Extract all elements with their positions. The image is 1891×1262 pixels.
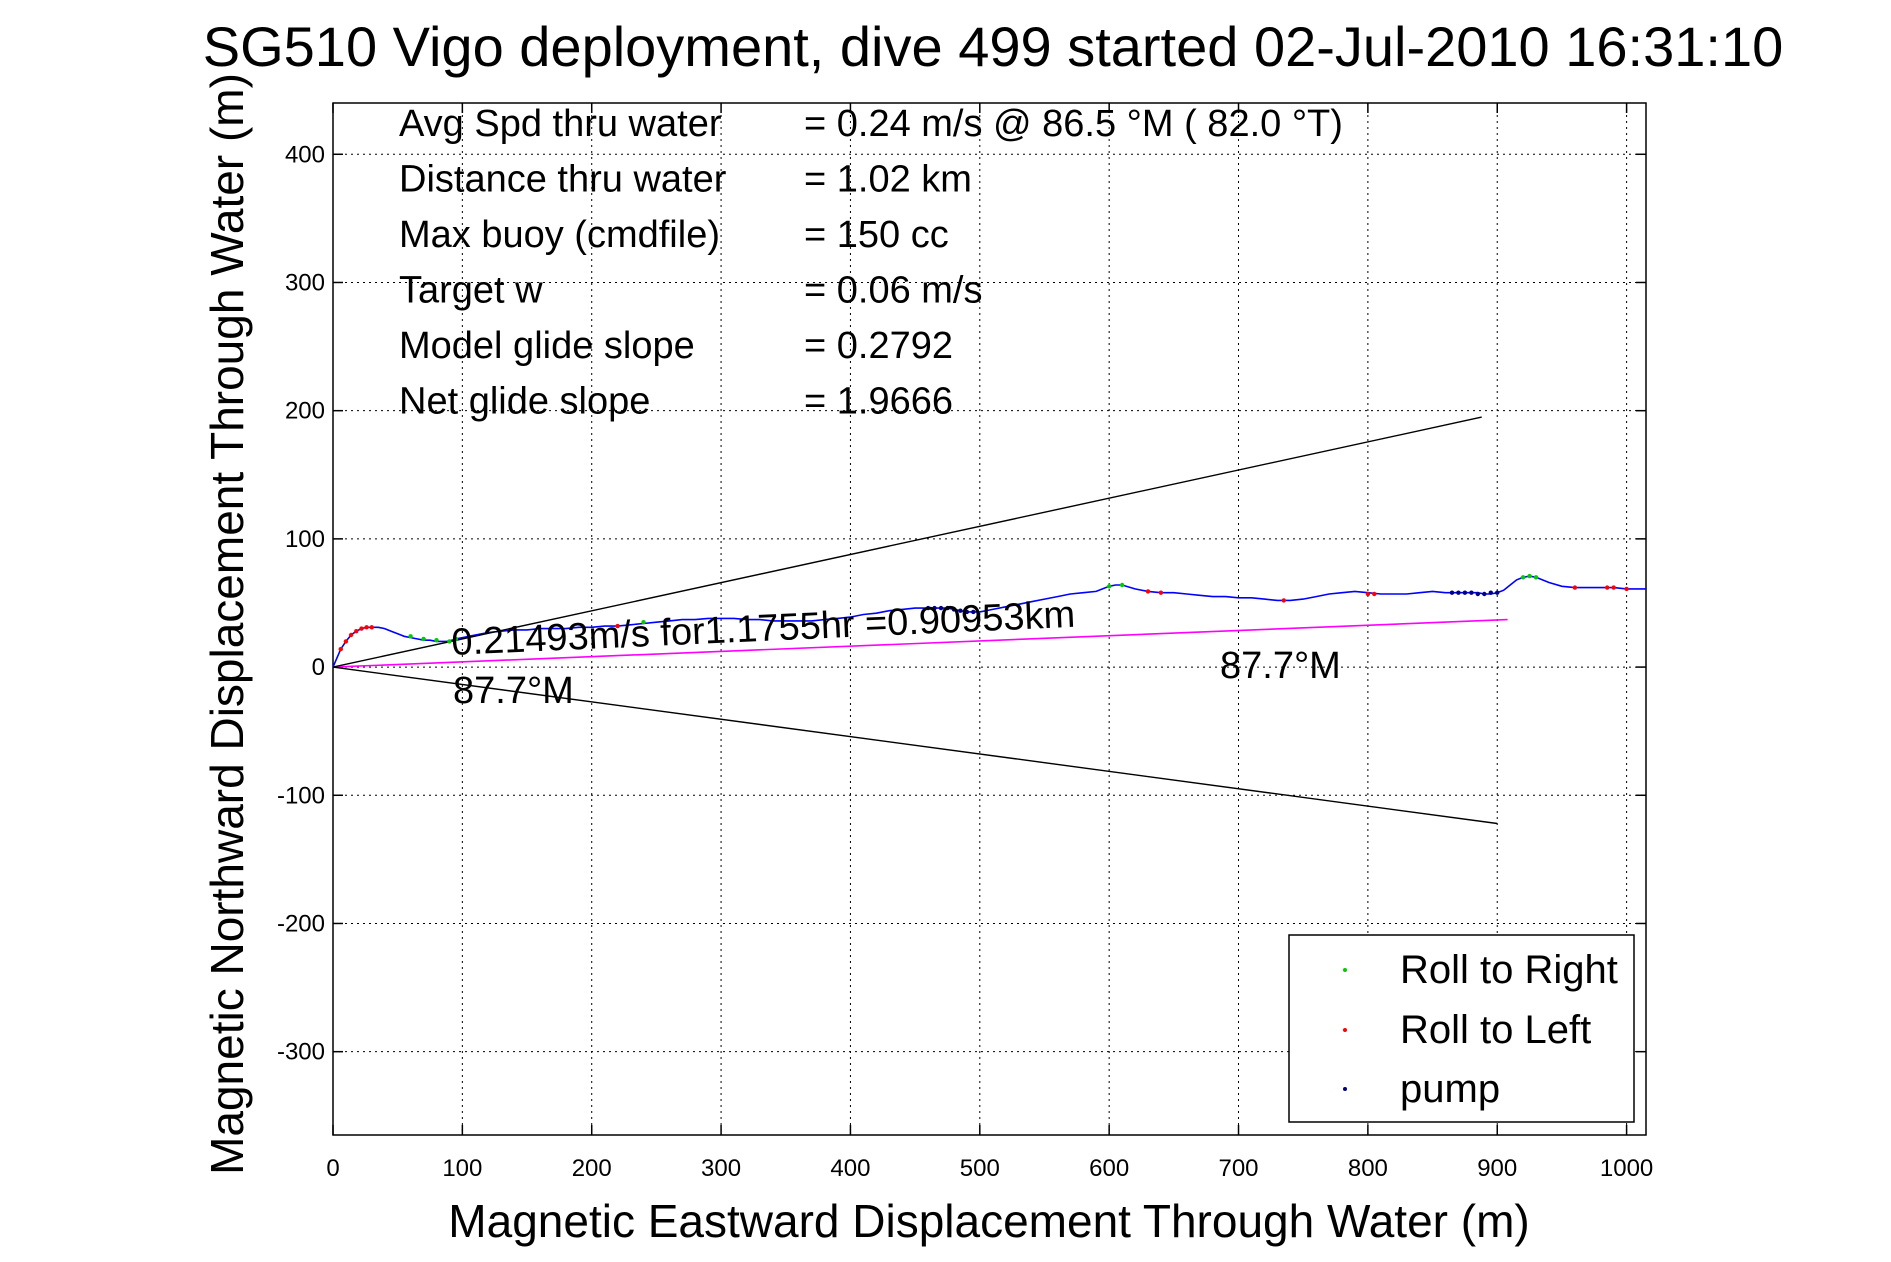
heading-annotation-far: 87.7°M [1220,645,1341,687]
marker-roll-to-left [615,623,620,629]
marker-pump [932,605,937,611]
x-tick-label: 0 [326,1155,339,1182]
dive-info: Avg Spd thru water = 0.24 m/s @ 86.5 °M (… [399,103,1343,423]
marker-pump [1495,590,1500,595]
marker-roll-to-right [1527,573,1532,579]
info-label: Distance thru water [399,159,727,201]
x-tick-labels: 0 100 200 300 400 500 600 700 800 900 1000 [326,1155,1653,1182]
info-label: Max buoy (cmdfile) [399,214,720,256]
info-label: Avg Spd thru water [399,103,722,145]
marker-roll-to-left [1372,591,1377,597]
series-line-cone-lower [332,666,1498,825]
legend-marker-roll-left [1343,1028,1347,1032]
axis-ticks [332,103,1646,1135]
series-line-net-vector [332,618,1508,668]
x-tick-label: 200 [572,1155,612,1182]
marker-roll-to-left [354,629,359,634]
marker-pump [971,609,976,615]
y-axis-label: Magnetic Northward Displacement Through … [201,73,253,1175]
info-label: Model glide slope [399,325,695,367]
info-value: = 0.24 m/s @ 86.5 °M ( 82.0 °T) [804,103,1343,145]
marker-roll-to-right [453,636,459,642]
marker-roll-to-left [369,625,374,630]
x-tick-label: 900 [1477,1155,1517,1182]
y-tick-label: -200 [277,910,325,937]
marker-pump [1449,590,1455,595]
marker-roll-to-left [359,626,364,631]
marker-roll-to-right [1520,575,1526,580]
marker-roll-to-left [1145,589,1151,594]
series-line-cone-upper [332,416,1482,668]
info-label: Target w [399,270,543,312]
y-tick-label: 100 [285,526,325,553]
info-value: = 150 cc [804,214,949,256]
y-tick-label: -300 [277,1039,325,1066]
x-tick-label: 800 [1348,1155,1388,1182]
x-tick-label: 300 [701,1155,741,1182]
info-value: = 0.2792 [804,325,953,367]
marker-pump [1456,590,1461,595]
marker-roll-to-left [1611,585,1616,590]
legend-box [1288,934,1635,1123]
info-value: = 0.06 m/s [804,270,982,312]
marker-pump [938,605,944,611]
x-axis-label: Magnetic Eastward Displacement Through W… [448,1195,1529,1247]
x-tick-label: 100 [442,1155,482,1182]
x-tick-label: 500 [960,1155,1000,1182]
info-value: = 1.02 km [804,159,972,201]
legend-label-pump: pump [1400,1067,1500,1111]
info-label: Net glide slope [399,381,650,423]
marker-pump [964,609,970,615]
legend-marker-pump [1343,1087,1347,1091]
marker-roll-to-right [1107,584,1112,589]
y-tick-label: -100 [277,782,325,809]
y-tick-labels: -300 -200 -100 0 100 200 300 400 [277,141,325,1065]
data-markers [338,573,1629,652]
marker-roll-to-left [1572,585,1578,590]
marker-roll-to-left [1365,591,1371,597]
x-tick-label: 700 [1218,1155,1258,1182]
legend-marker-roll-right [1343,968,1347,972]
marker-roll-to-right [641,620,646,625]
marker-roll-to-right [447,639,452,644]
y-tick-label: 400 [285,141,325,168]
legend: Roll to Right Roll to Left pump [1288,934,1635,1123]
heading-annotation-near: 87.7°M [453,670,574,712]
marker-pump [1462,590,1468,595]
marker-pump [1469,590,1474,595]
plot-area [332,102,1647,1136]
marker-pump [958,608,963,613]
legend-label-roll-left: Roll to Left [1400,1008,1591,1052]
marker-roll-to-right [434,638,439,643]
marker-pump [1482,591,1487,597]
marker-roll-to-left [338,646,343,652]
marker-pump [945,605,950,611]
marker-roll-to-right [408,634,413,639]
marker-pump [925,605,931,611]
marker-roll-to-right [421,636,426,642]
marker-roll-to-left [364,625,369,630]
chart-title: SG510 Vigo deployment, dive 499 started … [203,15,1784,78]
info-value: = 1.9666 [804,381,953,423]
marker-roll-to-right [1119,582,1125,588]
marker-roll-to-right [1533,575,1539,580]
x-tick-label: 400 [830,1155,870,1182]
marker-roll-to-left [1281,598,1287,603]
x-tick-label: 1000 [1600,1155,1653,1182]
legend-label-roll-right: Roll to Right [1400,948,1618,992]
marker-roll-to-left [1605,585,1610,590]
marker-pump [1488,590,1494,595]
y-tick-label: 300 [285,269,325,296]
x-tick-label: 600 [1089,1155,1129,1182]
marker-roll-to-left [343,639,349,644]
marker-roll-to-left [348,632,354,638]
y-tick-label: 200 [285,398,325,425]
marker-pump [1475,591,1481,597]
marker-pump [951,607,957,612]
marker-roll-to-left [1158,590,1164,595]
marker-roll-to-left [1624,586,1629,592]
y-tick-label: 0 [312,654,325,681]
